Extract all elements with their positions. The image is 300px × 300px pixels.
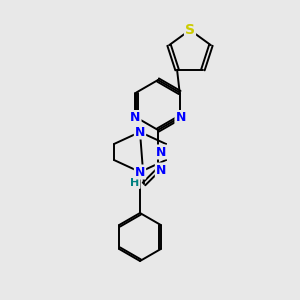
Text: H: H [130,178,140,188]
Text: S: S [185,23,195,37]
Text: N: N [135,125,145,139]
Text: N: N [156,146,166,158]
Text: N: N [176,111,186,124]
Text: N: N [130,111,140,124]
Text: N: N [156,164,166,176]
Text: N: N [135,166,145,178]
